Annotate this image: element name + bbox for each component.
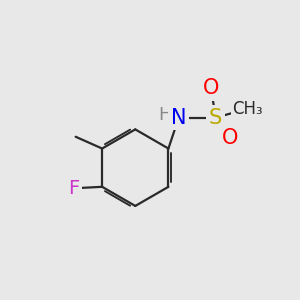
Text: F: F [68,179,80,198]
Text: O: O [222,128,238,148]
Text: CH₃: CH₃ [232,100,263,118]
Text: N: N [171,108,187,127]
Text: S: S [209,108,222,127]
Text: O: O [203,78,219,98]
Text: H: H [158,106,171,124]
